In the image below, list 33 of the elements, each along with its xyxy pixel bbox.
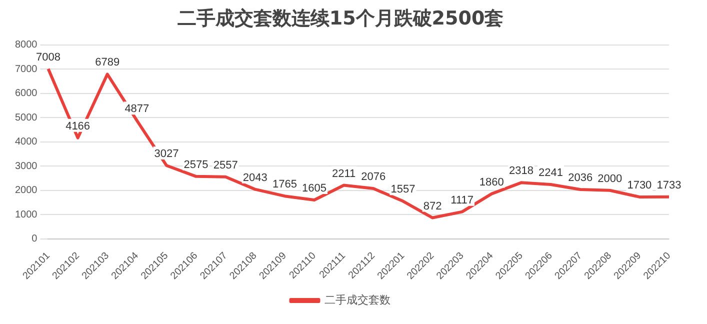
y-tick-label: 8000	[14, 40, 38, 51]
data-label: 1860	[479, 176, 504, 188]
data-label: 1557	[390, 184, 416, 196]
data-label: 2211	[332, 168, 356, 180]
y-tick-label: 1000	[14, 209, 38, 220]
data-label: 2036	[568, 172, 593, 184]
data-label: 1765	[272, 178, 297, 191]
data-label: 1733	[656, 179, 682, 192]
data-label: 1117	[450, 194, 474, 206]
y-tick-label: 5000	[14, 112, 38, 124]
y-tick-label: 3000	[14, 160, 38, 172]
y-tick-label: 4000	[14, 136, 38, 148]
y-tick-label: 6000	[14, 88, 38, 100]
data-label: 872	[423, 200, 442, 212]
data-label: 4166	[66, 120, 90, 132]
data-label: 2557	[213, 159, 238, 172]
data-label: 2241	[538, 167, 564, 180]
data-label: 2043	[242, 172, 268, 184]
chart-title: 二手成交套数连续15个月跌破2500套	[177, 7, 504, 30]
data-label: 2000	[598, 172, 622, 185]
y-tick-label: 2000	[14, 185, 38, 196]
y-tick-label: 7000	[14, 64, 38, 75]
data-label: 2575	[184, 158, 208, 171]
y-tick-label: 0	[32, 234, 38, 245]
data-label: 2076	[361, 171, 386, 184]
data-label: 6789	[95, 56, 120, 69]
data-label: 2318	[508, 165, 534, 178]
data-label: 3027	[154, 148, 179, 160]
data-label: 7008	[36, 51, 60, 64]
data-label: 4877	[124, 103, 150, 116]
data-label: 1605	[302, 182, 327, 195]
data-label: 1730	[627, 179, 652, 192]
legend-label: 二手成交套数	[324, 293, 390, 306]
